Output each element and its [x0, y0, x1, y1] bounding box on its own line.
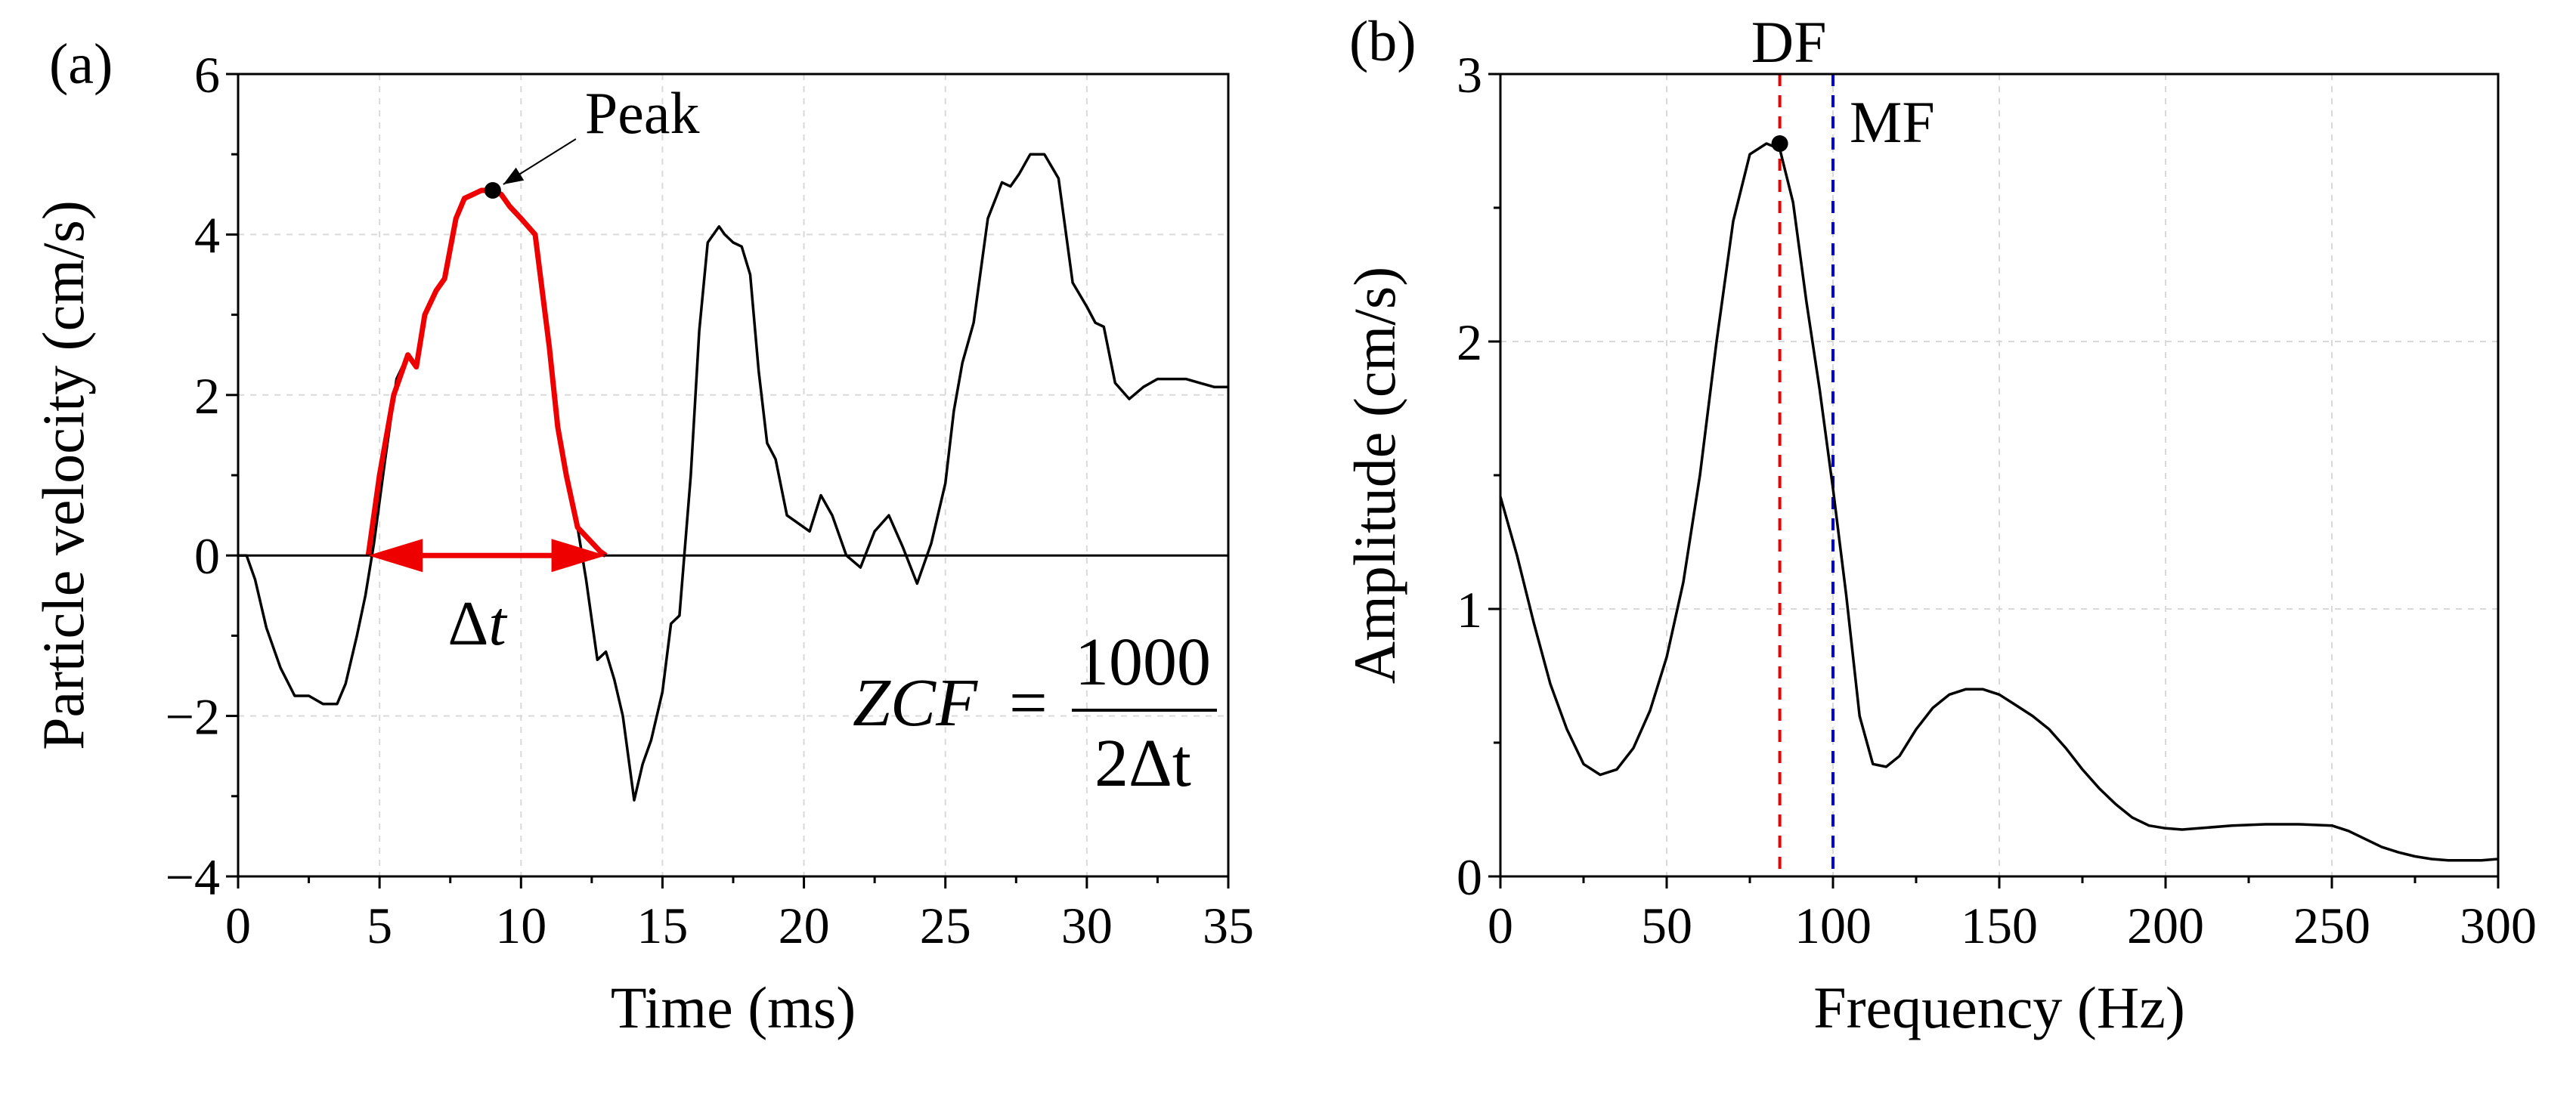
delta-t-arrow	[368, 539, 606, 573]
zcf-formula-equals: =	[1009, 666, 1048, 740]
zcf-formula-lhs: ZCF	[853, 666, 978, 740]
x-tick-label: 0	[1488, 897, 1513, 954]
panel-a-series-highlight	[365, 187, 608, 558]
panel-label-a: (a)	[49, 32, 113, 96]
y-tick-label: 1	[1457, 581, 1482, 638]
panel-a-series-velocity	[238, 153, 1228, 802]
df-peak-marker	[1771, 135, 1788, 153]
panel-label-b: (b)	[1349, 10, 1416, 73]
mf-label: MF	[1850, 89, 1935, 155]
panel-b-x-axis-label: Frequency (Hz)	[1813, 975, 2185, 1040]
y-tick-label: 0	[194, 527, 220, 585]
peak-marker	[484, 181, 501, 199]
panel-b-series-spectrum	[1499, 142, 2499, 862]
x-tick-label: 50	[1641, 897, 1692, 954]
panel-a-x-axis-label: Time (ms)	[611, 975, 856, 1040]
peak-leader-arrowhead	[503, 167, 525, 184]
x-tick-label: 200	[2127, 897, 2204, 954]
panel-a-ticks: 0 5 10 15 20 25 30 35 −4 −2 0 2 4 6	[166, 46, 1254, 954]
y-tick-label: −2	[166, 688, 220, 746]
delta-t-arrowhead-left	[368, 539, 423, 573]
x-tick-label: 100	[1794, 897, 1872, 954]
panel-a: (a) Peak Δt ZCF = 1000 2Δt 0 5 10 15 20 25 30 3…	[30, 32, 1254, 1040]
x-tick-label: 25	[920, 897, 971, 954]
x-tick-label: 35	[1203, 897, 1254, 954]
zcf-formula: ZCF = 1000 2Δt	[853, 625, 1217, 801]
x-tick-label: 15	[636, 897, 688, 954]
x-tick-label: 0	[225, 897, 251, 954]
y-tick-label: 4	[194, 206, 220, 264]
y-tick-label: 0	[1457, 848, 1482, 906]
panel-b-grid	[1500, 74, 2498, 876]
x-tick-label: 10	[495, 897, 546, 954]
delta-t-arrowhead-right	[551, 539, 606, 573]
x-tick-label: 30	[1061, 897, 1113, 954]
zcf-formula-numerator: 1000	[1075, 625, 1211, 700]
y-tick-label: 2	[194, 367, 220, 425]
panel-a-frame	[237, 73, 1230, 878]
zcf-formula-denominator: 2Δt	[1094, 726, 1191, 801]
delta-t-annotation: Δt	[447, 589, 508, 659]
y-tick-label: 6	[194, 46, 220, 104]
y-tick-label: 3	[1457, 46, 1482, 104]
y-tick-label: 2	[1457, 314, 1482, 371]
x-tick-label: 300	[2460, 897, 2537, 954]
panel-b-y-axis-label: Amplitude (cm/s)	[1342, 267, 1407, 684]
df-label: DF	[1751, 9, 1827, 75]
x-tick-label: 250	[2293, 897, 2370, 954]
panel-b: (b) DF MF 0 50 100 150 200 250 300 0 1 2 3 Frequen…	[1342, 9, 2537, 1040]
x-tick-label: 5	[367, 897, 392, 954]
x-tick-label: 20	[779, 897, 830, 954]
x-tick-label: 150	[1961, 897, 2038, 954]
panel-a-grid	[238, 74, 1228, 876]
panel-a-y-axis-label: Particle velocity (cm/s)	[30, 200, 96, 750]
y-tick-label: −4	[166, 848, 220, 906]
panel-b-ticks: 0 50 100 150 200 250 300 0 1 2 3	[1457, 46, 2537, 954]
peak-annotation: Peak	[585, 80, 700, 146]
